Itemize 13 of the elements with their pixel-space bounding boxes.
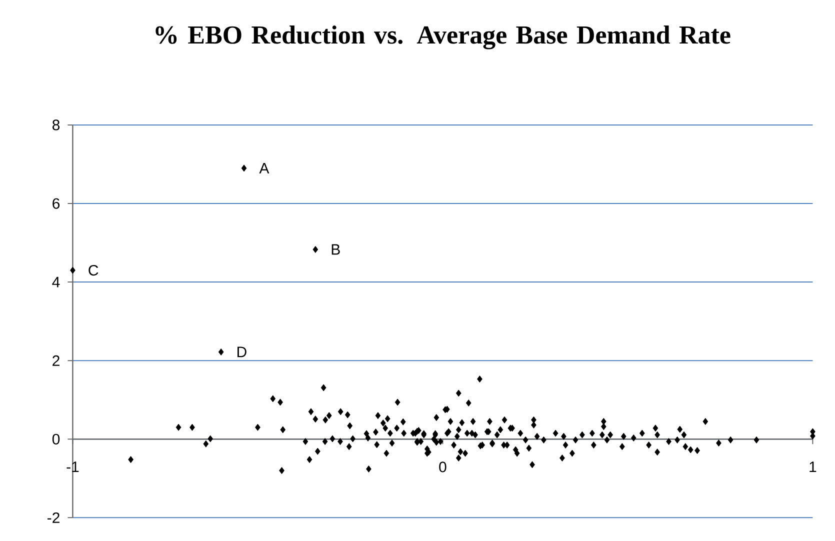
y-tick-label: 8	[52, 120, 60, 130]
y-tick-label: 2	[52, 355, 60, 366]
annotation: D	[238, 346, 246, 358]
x-tick-label: 0	[439, 462, 446, 472]
y-tick-label: 6	[52, 198, 60, 209]
chart-title: % EBO Reduction vs. Average Base Demand Rate	[156, 26, 730, 50]
y-tick-label: 0	[52, 434, 60, 444]
y-tick-label: 4	[52, 276, 60, 288]
annotation: A	[259, 163, 270, 174]
annotation: C	[88, 264, 98, 276]
y-tick-label: -2	[48, 512, 60, 523]
annotation: B	[332, 244, 340, 255]
x-tick-label: 1	[810, 462, 816, 472]
